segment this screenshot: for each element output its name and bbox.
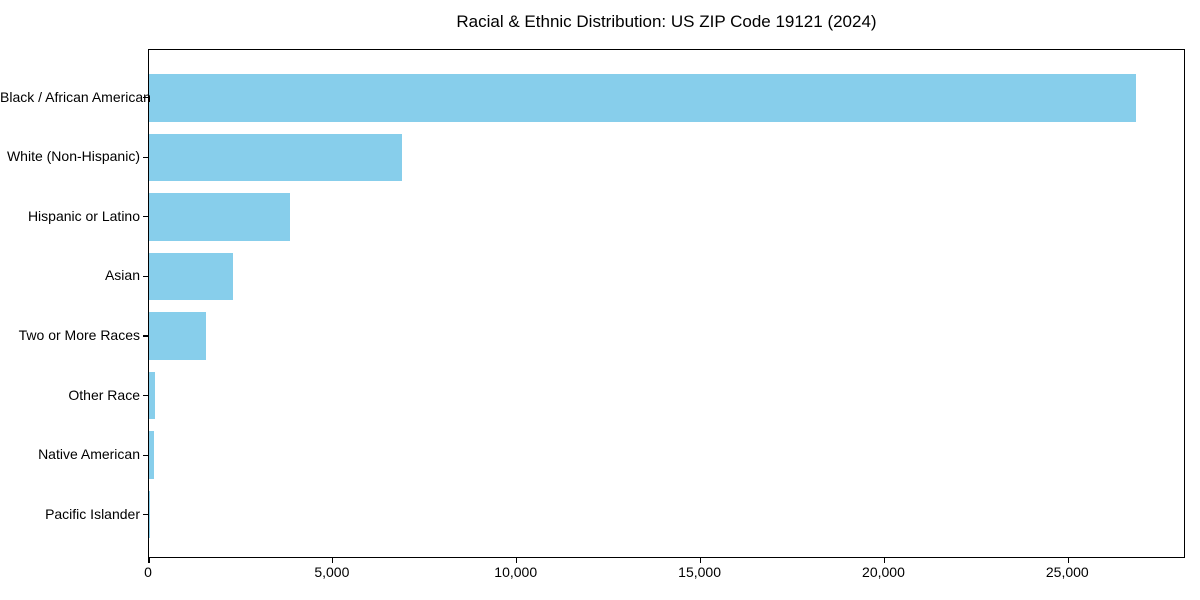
bar [149, 431, 155, 479]
y-tick-label: Hispanic or Latino [27, 207, 140, 224]
y-tick-label: Pacific Islander [45, 505, 140, 522]
bar [149, 371, 156, 420]
y-tick-label: White (Non-Hispanic) [6, 148, 140, 165]
y-tick-mark [142, 394, 148, 397]
bar [149, 252, 234, 301]
y-tick-label: Other Race [68, 386, 140, 403]
y-tick-label: Native American [38, 446, 140, 463]
x-tick-mark [699, 558, 702, 564]
x-tick-label: 5,000 [314, 564, 350, 580]
y-tick-mark [142, 514, 148, 516]
y-tick-mark [142, 216, 148, 218]
y-tick-label: Two or More Races [18, 327, 140, 343]
y-tick-label: Black / African American [0, 88, 151, 105]
x-tick-mark [332, 558, 334, 564]
bar [149, 193, 291, 241]
x-tick-label: 25,000 [1045, 564, 1089, 580]
y-tick-mark [142, 275, 148, 278]
y-tick-label: Asian [104, 267, 140, 284]
x-tick-mark [883, 558, 886, 564]
bar [149, 133, 402, 182]
x-tick-label: 20,000 [862, 564, 905, 580]
x-tick-label: 10,000 [494, 564, 538, 580]
y-tick-mark [142, 97, 148, 99]
y-tick-mark [142, 454, 148, 456]
x-tick-mark [148, 558, 150, 564]
bar [149, 312, 206, 360]
y-tick-mark [142, 335, 148, 337]
x-tick-label: 0 [144, 564, 152, 580]
chart-title: Racial & Ethnic Distribution: US ZIP Cod… [456, 12, 877, 31]
bar [149, 490, 150, 539]
x-tick-label: 15,000 [678, 564, 722, 580]
y-tick-mark [142, 156, 148, 158]
x-tick-mark [516, 558, 518, 564]
bar [149, 74, 1137, 122]
plot-area [142, 49, 1185, 564]
x-tick-mark [1067, 558, 1069, 564]
